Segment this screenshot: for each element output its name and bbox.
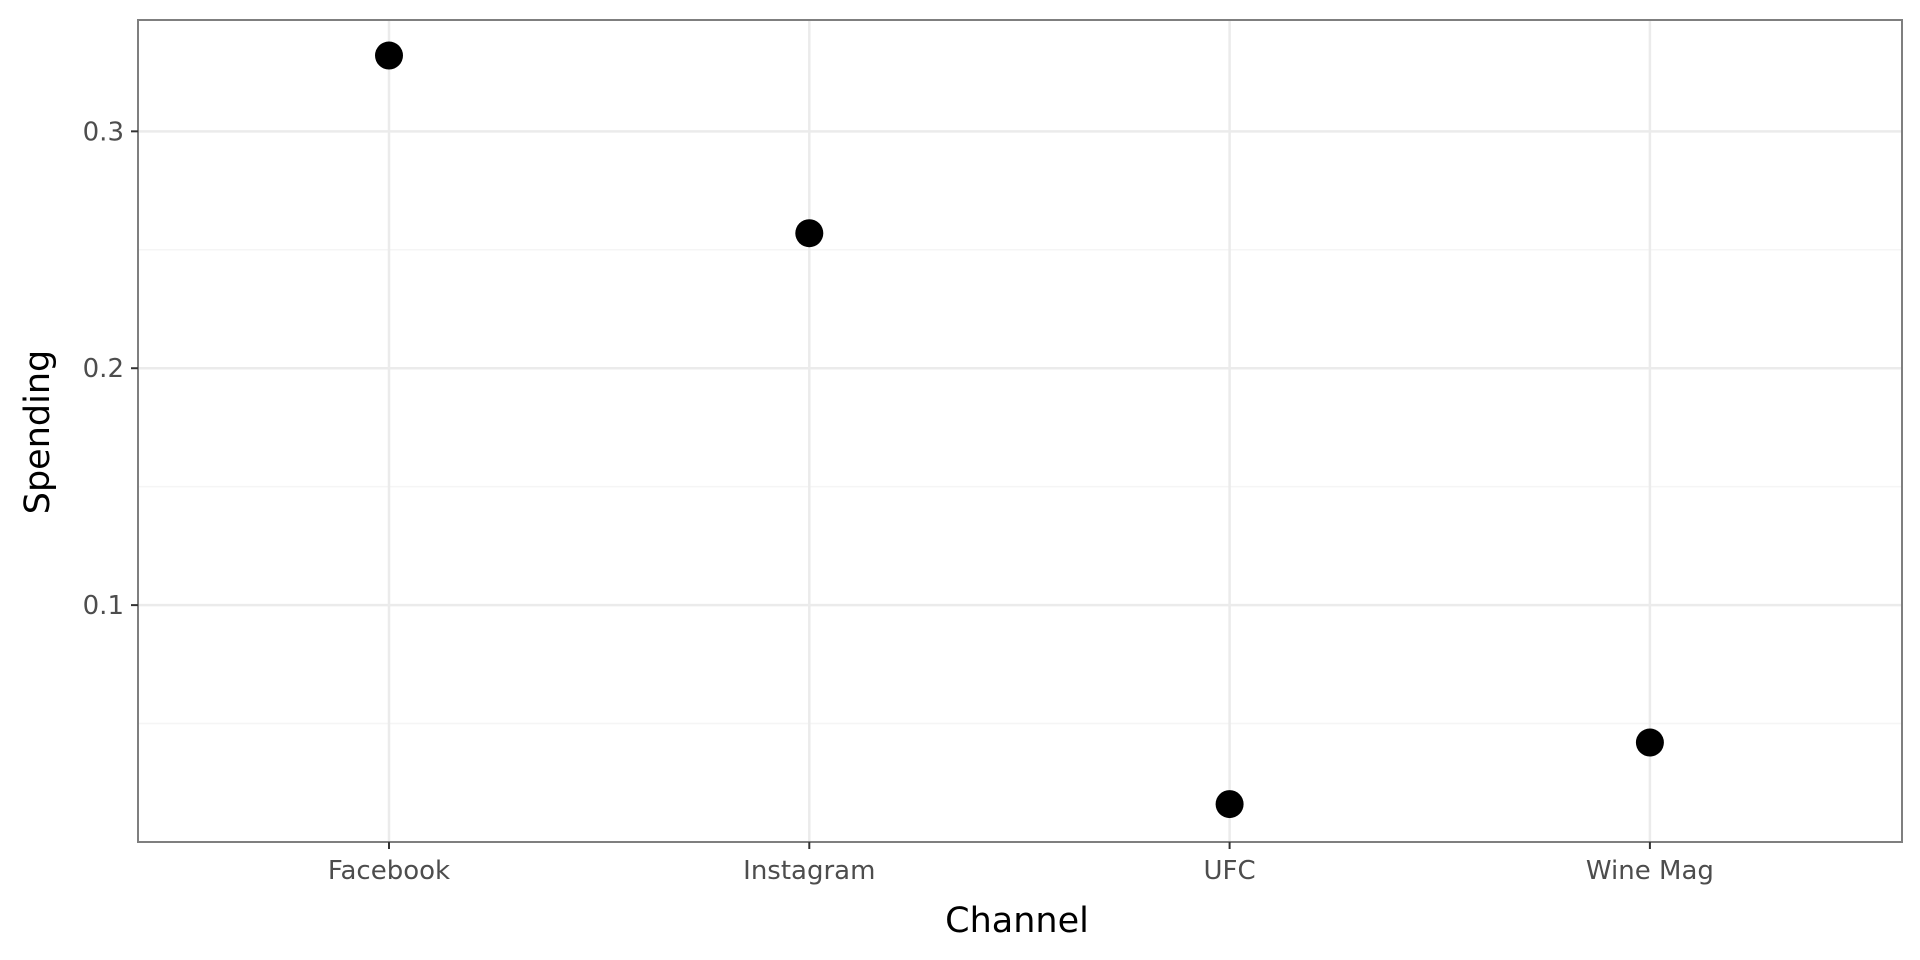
data-point: [795, 219, 824, 248]
y-tick-label: 0.1: [83, 591, 124, 621]
y-axis-title: Spending: [18, 350, 58, 515]
x-tick-label: Instagram: [743, 856, 875, 886]
y-axis: 0.1 0.2 0.3: [83, 117, 138, 621]
major-grid: [138, 20, 1902, 842]
panel-border: [137, 19, 1903, 843]
x-tick-label: Wine Mag: [1586, 856, 1714, 886]
data-points: [375, 41, 1664, 819]
y-tick-label: 0.3: [83, 117, 124, 147]
x-axis: Facebook Instagram UFC Wine Mag: [328, 842, 1714, 886]
y-tick-label: 0.2: [83, 354, 124, 384]
data-point: [375, 41, 403, 70]
data-point: [1215, 790, 1244, 819]
data-point: [1635, 728, 1664, 757]
x-tick-label: UFC: [1204, 856, 1256, 886]
x-tick-label: Facebook: [328, 856, 450, 886]
x-axis-title: Channel: [945, 901, 1089, 941]
minor-grid: [138, 249, 1902, 725]
